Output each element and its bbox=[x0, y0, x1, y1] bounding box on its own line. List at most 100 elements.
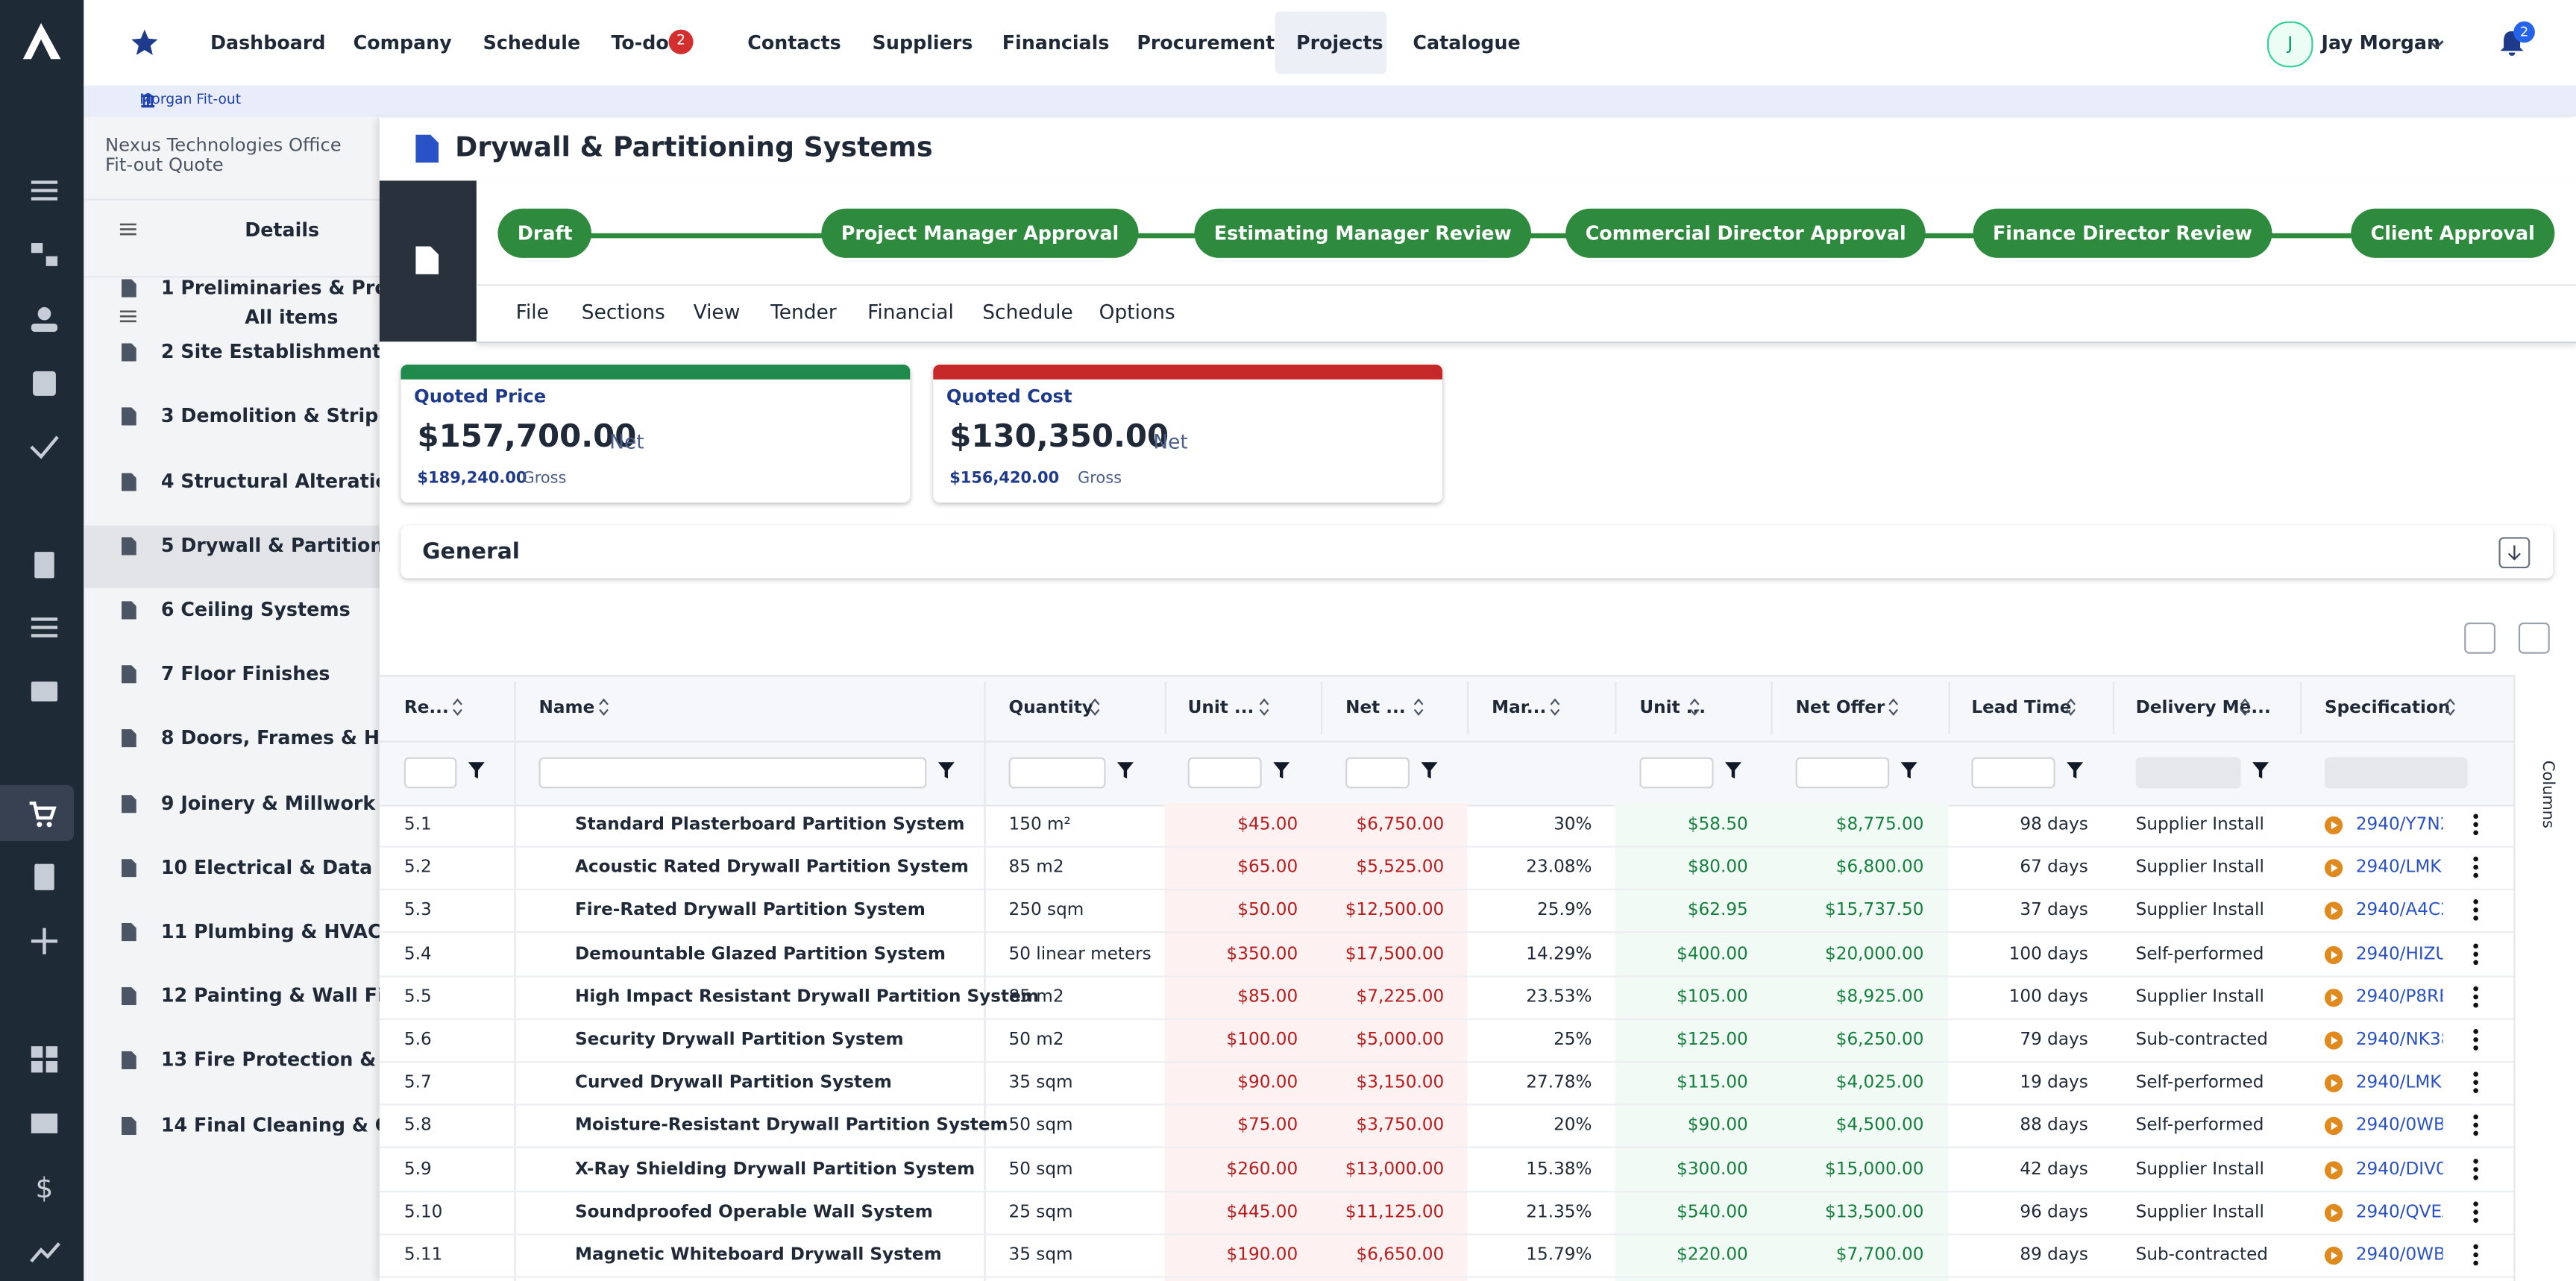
filter-icon[interactable] bbox=[1724, 762, 1741, 779]
filter-icon[interactable] bbox=[2067, 762, 2084, 779]
icon[interactable] bbox=[30, 1242, 60, 1263]
nav-item[interactable]: Catalogue bbox=[1413, 31, 1521, 54]
workflow-stage[interactable]: Client Approval bbox=[2351, 208, 2555, 258]
filter-icon[interactable] bbox=[1116, 762, 1134, 779]
workflow-stage[interactable]: Finance Director Review bbox=[1973, 208, 2272, 258]
nav-item[interactable]: Projects bbox=[1296, 31, 1383, 54]
section-link[interactable]: 1 Preliminaries & Project M bbox=[160, 276, 380, 299]
table-cell[interactable]: 2940/Y7N2 bbox=[2355, 814, 2443, 835]
columns-label[interactable]: Columns bbox=[2538, 760, 2557, 828]
table-cell[interactable]: 2940/P8RB bbox=[2355, 986, 2443, 1007]
icon[interactable]: $ bbox=[36, 1171, 54, 1204]
column-header[interactable]: Specification bbox=[2324, 698, 2451, 718]
row-menu[interactable] bbox=[2472, 813, 2479, 836]
table-cell[interactable]: 2940/LMKN bbox=[2355, 1072, 2443, 1093]
icon[interactable] bbox=[34, 552, 54, 579]
menu-item[interactable]: Tender bbox=[770, 300, 837, 324]
menu-item[interactable]: View bbox=[693, 300, 741, 324]
filter-icon[interactable] bbox=[468, 762, 485, 779]
nav-item[interactable]: Suppliers bbox=[872, 31, 973, 54]
filter-input[interactable] bbox=[403, 757, 457, 789]
nav-item[interactable]: Schedule bbox=[483, 31, 581, 54]
item-name[interactable]: Curved Drywall Partition System bbox=[574, 1072, 892, 1093]
icon[interactable] bbox=[31, 617, 58, 621]
table-cell[interactable]: 2940/NK38 bbox=[2355, 1030, 2443, 1050]
nav-item[interactable]: Company bbox=[353, 31, 452, 54]
filter-input[interactable] bbox=[2135, 757, 2241, 789]
icon[interactable] bbox=[31, 682, 58, 702]
item-name[interactable]: X-Ray Shielding Drywall Partition System bbox=[574, 1159, 976, 1179]
user-name[interactable]: Jay Morgan bbox=[2321, 31, 2441, 54]
section-link[interactable]: 6 Ceiling Systems bbox=[160, 597, 351, 621]
item-name[interactable]: Demountable Glazed Partition System bbox=[574, 943, 946, 964]
section-link[interactable]: 10 Electrical & Data Servic bbox=[160, 855, 380, 879]
column-header[interactable]: Net Offer bbox=[1795, 698, 1885, 718]
nav-item[interactable]: To-do bbox=[611, 31, 669, 54]
workflow-stage[interactable]: Project Manager Approval bbox=[821, 208, 1139, 258]
section-link[interactable]: 13 Fire Protection & Secur bbox=[160, 1048, 380, 1072]
collapse-button[interactable] bbox=[2498, 537, 2531, 569]
filter-icon[interactable] bbox=[1900, 762, 1917, 779]
icon[interactable] bbox=[30, 435, 59, 459]
item-name[interactable]: Magnetic Whiteboard Drywall System bbox=[574, 1244, 942, 1265]
menu-item[interactable]: Sections bbox=[581, 300, 665, 324]
logo[interactable] bbox=[22, 22, 61, 60]
row-menu[interactable] bbox=[2472, 1244, 2479, 1267]
workflow-stage[interactable]: Draft bbox=[497, 208, 593, 258]
row-menu[interactable] bbox=[2472, 1157, 2479, 1180]
collapse-all[interactable] bbox=[2464, 622, 2496, 654]
section-link[interactable]: 5 Drywall & Partitioning S bbox=[160, 533, 380, 557]
filter-input[interactable] bbox=[1345, 757, 1410, 789]
row-menu[interactable] bbox=[2472, 856, 2479, 879]
nav-item[interactable]: Procurement bbox=[1137, 31, 1275, 54]
column-header[interactable]: Mar... bbox=[1492, 698, 1547, 718]
section-link[interactable]: 2 Site Establishment & Fac bbox=[160, 340, 380, 364]
item-name[interactable]: Standard Plasterboard Partition System bbox=[574, 814, 965, 835]
column-header[interactable]: Unit ... bbox=[1187, 698, 1254, 718]
filter-icon[interactable] bbox=[2252, 762, 2269, 779]
section-link[interactable]: 9 Joinery & Millwork bbox=[160, 790, 376, 814]
filter-input[interactable] bbox=[1008, 757, 1106, 789]
details-link[interactable]: Details bbox=[245, 218, 320, 242]
column-header[interactable]: Name bbox=[538, 698, 595, 718]
menu-item[interactable]: Schedule bbox=[982, 300, 1073, 324]
filter-icon[interactable] bbox=[1421, 762, 1438, 779]
filter-input[interactable] bbox=[1639, 757, 1714, 789]
breadcrumb[interactable]: Morgan Fit-out bbox=[139, 92, 242, 109]
row-menu[interactable] bbox=[2472, 1200, 2479, 1224]
item-name[interactable]: Moisture-Resistant Drywall Partition Sys… bbox=[574, 1115, 1008, 1136]
icon[interactable] bbox=[33, 371, 56, 396]
workflow-stage[interactable]: Commercial Director Approval bbox=[1565, 208, 1926, 258]
item-name[interactable]: Security Drywall Partition System bbox=[574, 1030, 904, 1050]
table-cell[interactable]: 2940/QVEA bbox=[2355, 1202, 2443, 1222]
all-items-link[interactable]: All items bbox=[245, 305, 339, 329]
menu-item[interactable]: Financial bbox=[867, 300, 954, 324]
icon[interactable] bbox=[31, 1113, 58, 1133]
menu-item[interactable]: Options bbox=[1099, 300, 1175, 324]
filter-icon[interactable] bbox=[937, 762, 955, 779]
icon[interactable] bbox=[34, 863, 54, 890]
icon[interactable] bbox=[31, 1046, 43, 1058]
row-menu[interactable] bbox=[2472, 1028, 2479, 1051]
menu-item[interactable]: File bbox=[515, 300, 549, 324]
workflow-stage[interactable]: Estimating Manager Review bbox=[1194, 208, 1532, 258]
columns-tab[interactable]: Columns bbox=[2513, 675, 2576, 1281]
table-cell[interactable]: 2940/A4C2 bbox=[2355, 900, 2443, 921]
section-link[interactable]: 3 Demolition & Strip-Out W bbox=[160, 404, 380, 428]
section-link[interactable]: 8 Doors, Frames & Hardw bbox=[160, 726, 380, 750]
item-name[interactable]: Soundproofed Operable Wall System bbox=[574, 1202, 933, 1222]
row-menu[interactable] bbox=[2472, 899, 2479, 922]
filter-input[interactable] bbox=[2324, 757, 2468, 789]
table-cell[interactable]: 2940/LMKN bbox=[2355, 857, 2443, 878]
avatar[interactable]: J bbox=[2266, 21, 2313, 68]
section-link[interactable]: 14 Final Cleaning & Comm bbox=[160, 1112, 380, 1136]
filter-input[interactable] bbox=[538, 757, 927, 789]
item-name[interactable]: Fire-Rated Drywall Partition System bbox=[574, 900, 926, 921]
section-link[interactable]: 12 Painting & Wall Finishe bbox=[160, 983, 380, 1007]
column-header[interactable]: Net ... bbox=[1345, 698, 1406, 718]
row-menu[interactable] bbox=[2472, 1071, 2479, 1095]
fullscreen[interactable] bbox=[2518, 622, 2550, 654]
nav-item[interactable]: Contacts bbox=[747, 31, 841, 54]
table-cell[interactable]: 2940/0WB1 bbox=[2355, 1244, 2443, 1265]
row-menu[interactable] bbox=[2472, 985, 2479, 1008]
